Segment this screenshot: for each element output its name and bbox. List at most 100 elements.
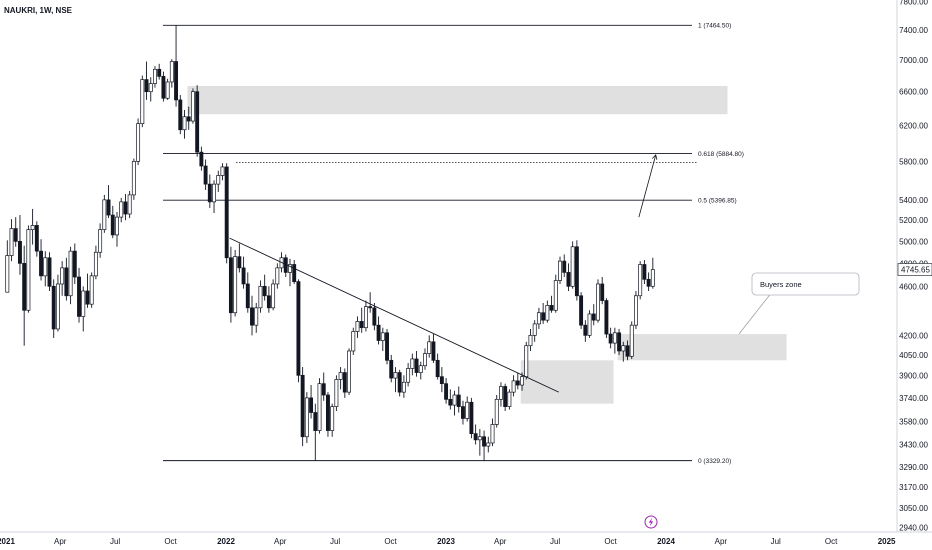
candle-body — [562, 260, 567, 273]
candle — [9, 219, 14, 262]
candle-body — [465, 401, 470, 419]
candle-body — [532, 323, 537, 336]
candle — [553, 274, 558, 313]
candle — [55, 274, 60, 332]
candle-body — [326, 394, 330, 431]
candle-body — [621, 345, 626, 352]
candle-body — [22, 263, 27, 311]
price-tick-label: 3580.00 — [899, 417, 928, 426]
candle — [524, 341, 529, 380]
zone-rect[interactable] — [187, 85, 728, 115]
candle — [102, 194, 107, 233]
price-tick-label: 3430.00 — [899, 441, 928, 450]
candle-body — [47, 257, 52, 287]
candle — [465, 396, 470, 422]
candle — [313, 403, 318, 461]
candle-body — [486, 442, 491, 447]
candle-body — [587, 313, 592, 336]
candle — [359, 307, 364, 333]
candle — [233, 250, 238, 317]
candle-body — [650, 269, 655, 287]
candle-body — [435, 359, 440, 378]
candle — [625, 340, 630, 361]
candle-body — [220, 166, 225, 176]
candle — [486, 436, 491, 453]
candle — [574, 240, 579, 301]
candle-body — [629, 324, 634, 357]
price-tick-label: 3050.00 — [899, 504, 928, 513]
candle-body — [570, 246, 575, 287]
fib-level-label: 0 (3329.20) — [698, 458, 731, 465]
candle — [199, 146, 204, 171]
zone-rect[interactable] — [520, 360, 614, 404]
candle — [43, 251, 48, 287]
candle-body — [148, 83, 153, 93]
trend-line[interactable] — [229, 237, 559, 393]
time-tick-label: Apr — [494, 537, 507, 546]
candle — [110, 205, 115, 239]
candle-body — [313, 412, 318, 431]
lightning-icon[interactable] — [644, 515, 658, 529]
candle-body — [634, 295, 638, 326]
candle — [317, 378, 322, 434]
arrow-line[interactable] — [638, 154, 657, 218]
candle — [106, 185, 111, 219]
candle — [638, 261, 643, 300]
candle-body — [195, 91, 200, 153]
candle-body — [482, 436, 487, 447]
candle — [250, 295, 254, 336]
candle — [541, 302, 546, 324]
candle-body — [461, 406, 465, 419]
candle-body — [452, 394, 457, 406]
candle-body — [131, 160, 136, 196]
price-axis[interactable]: 7800.00 7400.00 7000.00 6600.00 6200.00 5800.… — [896, 0, 932, 533]
drawings-layer[interactable]: Buyers zone — [229, 154, 860, 393]
zone-rect[interactable] — [617, 334, 787, 361]
candle — [444, 378, 449, 404]
callout-box[interactable] — [751, 272, 860, 296]
candle-body — [51, 285, 56, 330]
candle — [178, 94, 183, 135]
candle-body — [157, 68, 162, 77]
candle-body — [363, 306, 368, 329]
candle-body — [13, 228, 18, 242]
candle — [503, 383, 508, 412]
candle — [22, 245, 27, 346]
candle-body — [401, 381, 406, 393]
candle — [414, 350, 419, 377]
candle-body — [439, 376, 444, 385]
candle — [477, 429, 482, 456]
candle — [119, 197, 124, 223]
candle-body — [494, 398, 499, 425]
candle-body — [389, 359, 394, 379]
candle — [123, 193, 128, 221]
candle-body — [300, 374, 305, 438]
candle — [81, 286, 86, 332]
candle-body — [596, 283, 600, 321]
time-tick-label: 2025 — [878, 537, 896, 546]
last-price-badge — [897, 263, 932, 276]
candle — [186, 106, 191, 130]
candle-body — [190, 91, 195, 122]
candle — [456, 386, 461, 413]
candle-body — [233, 256, 238, 314]
time-tick-label: Apr — [54, 537, 67, 546]
candle-body — [237, 256, 242, 269]
candle — [309, 385, 314, 419]
candle-body — [161, 76, 166, 99]
candle — [300, 367, 305, 447]
candle-body — [507, 391, 512, 407]
candle — [372, 302, 377, 331]
candle — [431, 334, 436, 364]
time-axis[interactable]: 2021 Apr Jul Oct 2022 Apr Jul Oct 2023 Apr Jul Oct 2… — [0, 515, 932, 546]
fibonacci-levels[interactable]: 1 (7464.50) 0.618 (5884.80) 0.5 (5396.85) 0… — [163, 23, 744, 465]
candle — [169, 59, 174, 88]
candle-body — [469, 401, 474, 434]
candle — [536, 307, 541, 329]
candle — [174, 25, 179, 107]
candle — [89, 272, 94, 308]
candle — [296, 279, 301, 383]
candle-body — [258, 285, 263, 309]
